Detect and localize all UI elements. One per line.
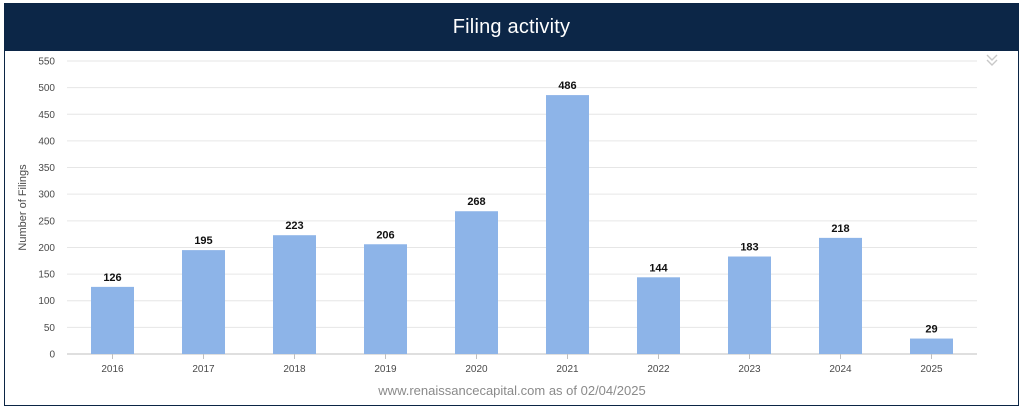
y-tick-label: 300 bbox=[38, 190, 55, 201]
chart-title: Filing activity bbox=[452, 16, 571, 38]
x-tick-label: 2025 bbox=[920, 364, 943, 375]
data-label: 183 bbox=[740, 242, 758, 254]
y-tick-label: 200 bbox=[38, 243, 55, 254]
x-tick-label: 2021 bbox=[556, 364, 579, 375]
bar bbox=[637, 277, 680, 354]
x-tick-label: 2016 bbox=[101, 364, 124, 375]
x-tick-label: 2023 bbox=[738, 364, 761, 375]
chart-frame: Filing activity bbox=[4, 3, 1019, 406]
source-footer: www.renaissancecapital.com as of 02/04/2… bbox=[378, 383, 646, 398]
data-label: 195 bbox=[194, 235, 212, 247]
bar bbox=[364, 244, 407, 354]
bar bbox=[728, 256, 771, 354]
data-label: 206 bbox=[376, 229, 394, 241]
y-tick-label: 350 bbox=[38, 163, 55, 174]
bar bbox=[819, 237, 862, 354]
data-label: 126 bbox=[103, 272, 121, 284]
double-chevron-down-icon[interactable] bbox=[984, 52, 1000, 68]
y-tick-label: 400 bbox=[38, 136, 55, 147]
chart-header: Filing activity bbox=[5, 4, 1018, 51]
x-tick-label: 2018 bbox=[283, 364, 306, 375]
y-tick-label: 50 bbox=[44, 323, 56, 334]
y-tick-label: 0 bbox=[49, 350, 55, 361]
bar bbox=[182, 250, 225, 354]
data-label: 268 bbox=[467, 196, 485, 208]
x-tick-label: 2024 bbox=[829, 364, 852, 375]
bar bbox=[546, 95, 589, 354]
y-tick-label: 250 bbox=[38, 216, 55, 227]
x-tick-label: 2017 bbox=[192, 364, 215, 375]
bar bbox=[910, 338, 953, 354]
y-tick-label: 500 bbox=[38, 83, 55, 94]
bar bbox=[91, 286, 134, 354]
bar bbox=[273, 235, 316, 354]
data-label: 486 bbox=[558, 80, 576, 92]
y-tick-label: 550 bbox=[38, 57, 55, 68]
bar bbox=[455, 211, 498, 354]
x-tick-label: 2020 bbox=[465, 364, 488, 375]
data-label: 29 bbox=[925, 324, 937, 336]
y-axis-label: Number of Filings bbox=[17, 164, 29, 251]
data-label: 223 bbox=[285, 220, 303, 232]
x-tick-label: 2019 bbox=[374, 364, 397, 375]
y-tick-label: 450 bbox=[38, 110, 55, 121]
data-label: 218 bbox=[831, 223, 849, 235]
y-tick-label: 150 bbox=[38, 270, 55, 281]
data-label: 144 bbox=[649, 262, 668, 274]
x-tick-label: 2022 bbox=[647, 364, 670, 375]
y-tick-label: 100 bbox=[38, 296, 55, 307]
